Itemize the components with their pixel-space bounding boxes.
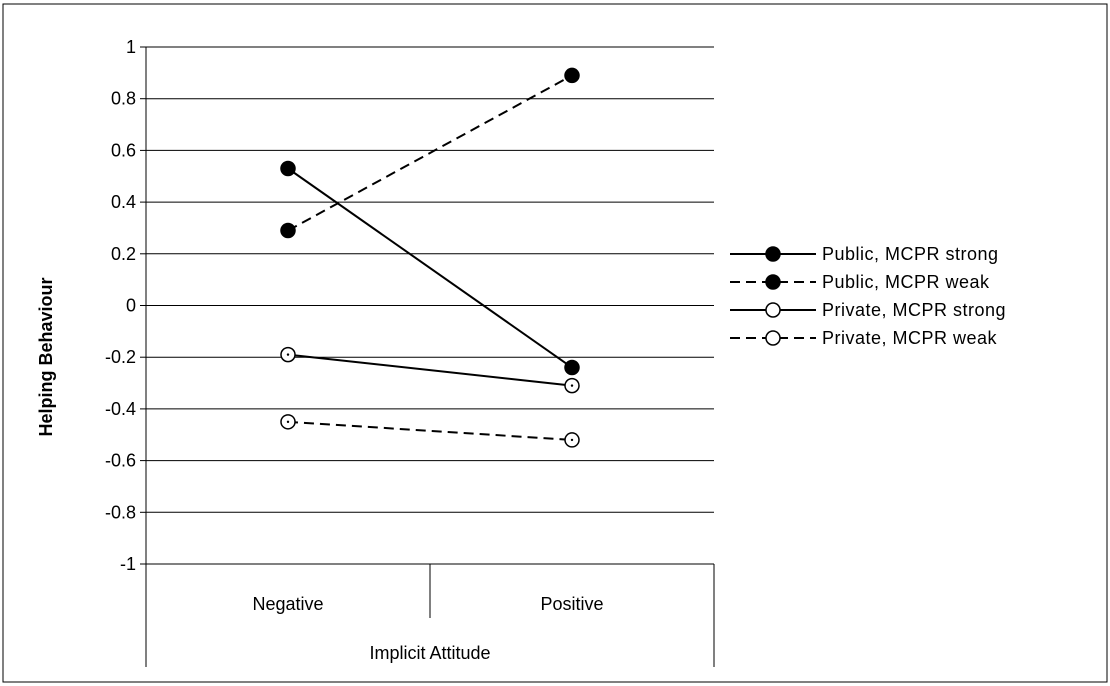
x-tick-label: Negative [252, 594, 323, 614]
y-tick-label: 0.4 [111, 192, 136, 212]
y-axis-title: Helping Behaviour [36, 277, 56, 436]
legend-label: Public, MCPR strong [822, 244, 999, 264]
data-point-center [286, 353, 290, 356]
legend-marker [765, 246, 781, 262]
data-point-center [286, 420, 290, 424]
legend-label: Private, MCPR weak [822, 328, 998, 348]
data-point [280, 222, 296, 239]
legend-marker [765, 302, 781, 318]
data-point [280, 160, 296, 177]
data-point [564, 67, 580, 84]
series-line [287, 167, 573, 369]
legend-marker [765, 274, 781, 290]
y-tick-label: -0.2 [105, 347, 136, 367]
x-tick-label: Positive [540, 594, 603, 614]
y-tick-label: 0.8 [111, 89, 136, 109]
legend-item: Public, MCPR strong [730, 244, 999, 264]
y-tick-label: 0.2 [111, 244, 136, 264]
series-group [280, 67, 580, 448]
legend-label: Public, MCPR weak [822, 272, 990, 292]
chart-border [2, 3, 1108, 683]
x-axis-title: Implicit Attitude [369, 643, 490, 663]
y-tick-label: -0.4 [105, 399, 136, 419]
series-line [287, 353, 573, 387]
y-tick-label: -1 [120, 554, 136, 574]
y-tick-label: -0.6 [105, 451, 136, 471]
y-tick-label: 1 [126, 37, 136, 57]
series-3 [280, 346, 580, 394]
legend-marker [765, 330, 781, 346]
data-point-center [570, 438, 574, 442]
legend-item: Private, MCPR weak [730, 328, 998, 348]
legend-item: Private, MCPR strong [730, 300, 1006, 320]
series-2 [280, 67, 580, 239]
legend: Public, MCPR strong Public, MCPR weak Priv… [730, 244, 1006, 348]
data-point-center [570, 384, 574, 387]
legend-item: Public, MCPR weak [730, 272, 990, 292]
legend-label: Private, MCPR strong [822, 300, 1006, 320]
y-tick-label: 0 [126, 296, 136, 316]
series-1 [280, 160, 580, 376]
series-line [287, 74, 573, 232]
y-tick-label: -0.8 [105, 502, 136, 522]
data-point [564, 359, 580, 376]
series-4 [280, 414, 580, 448]
y-tick-label: 0.6 [111, 140, 136, 160]
gridlines [146, 46, 714, 513]
axes: 1 0.8 0.6 0.4 0.2 0 -0.2 -0.4 -0.6 -0.8 -1 Negative… [105, 37, 715, 667]
